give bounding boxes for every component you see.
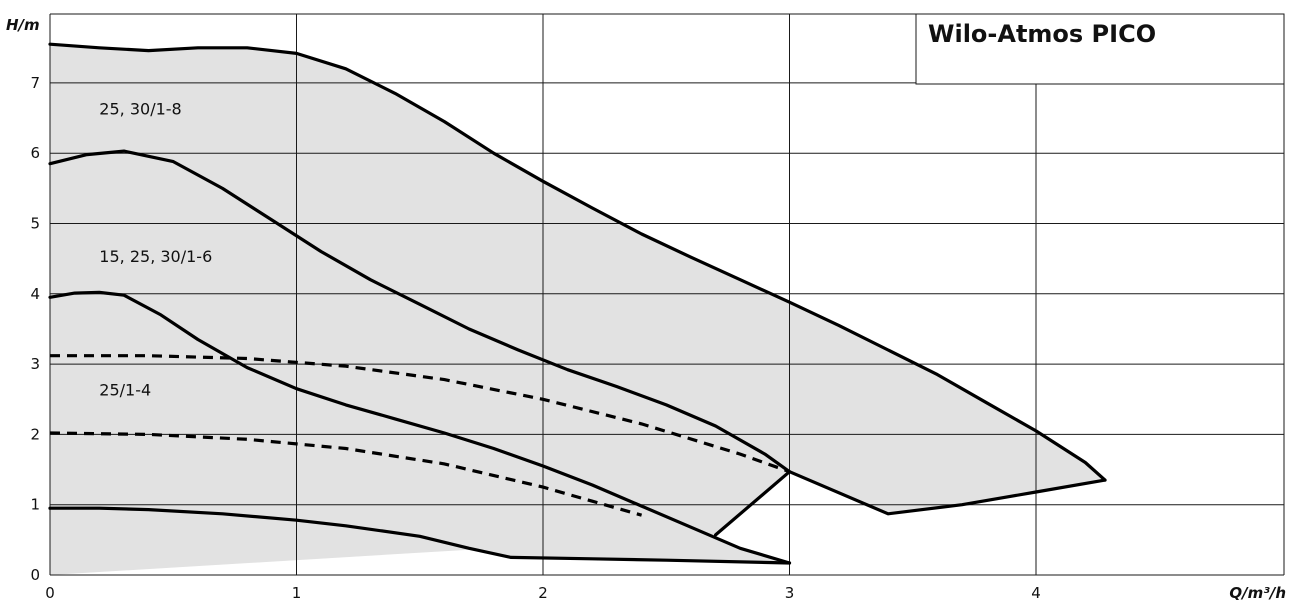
region-label: 25/1-4 [99,381,151,400]
y-tick-label: 2 [30,425,40,443]
grid [49,13,1285,576]
curve-lines [48,42,1107,565]
min-speed-curve [787,470,1107,516]
chart-title: Wilo-Atmos PICO [928,20,1156,48]
dashed-curve [49,431,643,517]
y-axis-label: H/m [6,16,40,34]
y-tick-label: 5 [30,215,40,233]
x-tick-label: 1 [292,584,302,602]
x-tick-label: 4 [1031,584,1041,602]
max-speed-curve [48,290,792,565]
y-tick-label: 6 [30,144,40,162]
y-tick-label: 4 [30,285,40,303]
region-label: 25, 30/1-8 [99,100,181,119]
y-tick-label: 0 [30,566,40,584]
region-labels: 25, 30/1-8 15, 25, 30/1-6 25/1-4 [99,100,212,400]
y-tick-label: 1 [30,496,40,514]
y-tick-label: 3 [30,355,40,373]
max-speed-curve [48,149,792,474]
x-tick-label: 0 [45,584,55,602]
region-label: 15, 25, 30/1-6 [99,247,212,266]
title-box [915,13,1285,85]
min-speed-curve [48,506,792,565]
max-speed-curve [48,42,1107,482]
x-axis-label: Q/m³/h [1229,584,1286,602]
tick-labels: 0 1 2 3 4 0 1 2 3 4 5 6 7 [30,74,1040,602]
min-speed-curve [714,470,792,537]
x-tick-label: 3 [785,584,795,602]
dashed-curve [50,354,791,474]
y-tick-label: 7 [30,74,40,92]
x-tick-label: 2 [538,584,548,602]
